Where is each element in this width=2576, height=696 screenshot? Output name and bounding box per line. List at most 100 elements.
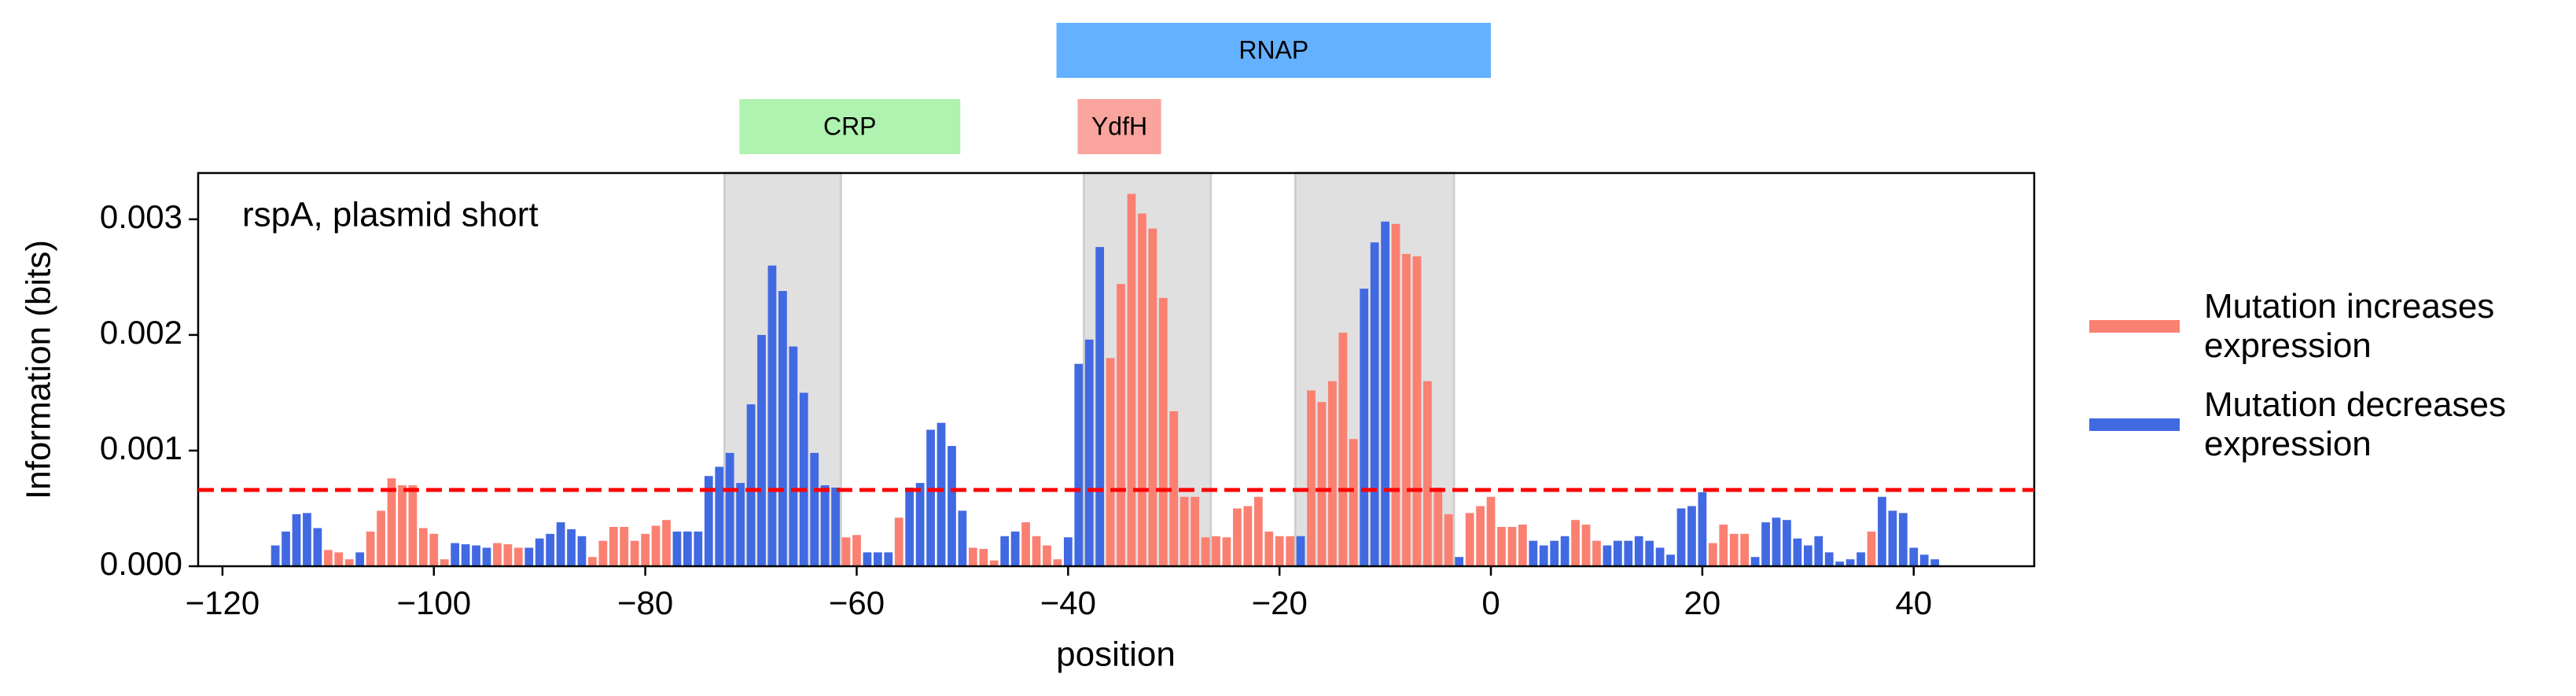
bar (905, 488, 914, 566)
bar (1613, 540, 1622, 566)
bar (1898, 513, 1908, 566)
bar (1084, 339, 1094, 566)
feature-box (1077, 99, 1161, 154)
bar (1360, 289, 1369, 566)
bar (1624, 540, 1633, 566)
bar (1761, 522, 1770, 566)
bar (1212, 536, 1220, 566)
bar (493, 543, 502, 566)
bar (1824, 552, 1834, 566)
feature-label: YdfH (1091, 112, 1147, 140)
bar (884, 552, 893, 566)
x-tick-label: −60 (829, 584, 885, 621)
bar (1919, 554, 1929, 566)
bar (1010, 531, 1020, 566)
bar (1888, 510, 1897, 566)
bar (1000, 536, 1010, 566)
feature-box (1056, 23, 1492, 78)
bar (979, 548, 988, 566)
bar (556, 522, 565, 566)
bar (948, 446, 956, 566)
x-tick-label: −40 (1040, 584, 1096, 621)
bar (1106, 358, 1115, 566)
bar (344, 559, 354, 566)
bar (1433, 488, 1443, 566)
bar (1529, 540, 1538, 566)
bar (1507, 527, 1517, 566)
bar (513, 547, 523, 566)
x-tick-label: 40 (1895, 584, 1932, 621)
bar (1560, 536, 1570, 566)
bar (1370, 242, 1379, 566)
feature-label: RNAP (1238, 35, 1308, 64)
bar (598, 540, 608, 566)
bar (408, 485, 418, 566)
y-tick-label: 0.000 (100, 545, 182, 582)
bar (461, 544, 470, 566)
bar (1138, 213, 1146, 566)
bar (451, 543, 460, 566)
bar (1486, 496, 1496, 566)
bar (1169, 411, 1179, 566)
bar (958, 510, 967, 566)
bar (852, 535, 861, 566)
bar (989, 560, 999, 566)
bar (915, 483, 925, 566)
bar (429, 533, 439, 566)
bar (1750, 557, 1760, 566)
bar (1497, 527, 1506, 566)
bar (398, 485, 407, 566)
bar (789, 346, 798, 566)
bar (1117, 284, 1125, 566)
bar (270, 545, 280, 566)
y-tick-label: 0.001 (100, 429, 182, 466)
bar (1412, 256, 1422, 566)
annotation: rspA, plasmid short (242, 196, 539, 234)
bar (1381, 221, 1389, 566)
x-tick-label: −20 (1252, 584, 1308, 621)
y-tick-label: 0.003 (100, 198, 182, 235)
bar (715, 466, 724, 566)
bar (1550, 540, 1559, 566)
bar (1264, 531, 1274, 566)
bar (1634, 536, 1643, 566)
bar (1074, 363, 1084, 566)
bar (323, 550, 333, 566)
bar (1391, 223, 1400, 566)
bar (1179, 496, 1189, 566)
bar (841, 537, 851, 566)
bar (1698, 492, 1707, 566)
bar (1190, 496, 1200, 566)
bar (546, 533, 555, 566)
x-axis-label: position (1056, 635, 1176, 674)
bar (894, 517, 903, 566)
bar (1275, 536, 1284, 566)
bar (1571, 520, 1580, 566)
bar (387, 478, 396, 566)
bar (1053, 559, 1062, 566)
bar (1148, 228, 1157, 566)
bar (1317, 402, 1327, 566)
bar (1349, 439, 1358, 566)
bar (418, 528, 428, 566)
bar (1043, 545, 1051, 566)
bar (1857, 552, 1865, 566)
y-axis-label: Information (bits) (20, 240, 58, 499)
bar (1444, 514, 1453, 566)
feature-label: CRP (823, 112, 877, 140)
bar (1655, 547, 1665, 566)
bar (1708, 543, 1717, 566)
bar (1539, 545, 1548, 566)
bar (1423, 381, 1432, 566)
bar (1846, 559, 1855, 566)
bar (1793, 538, 1802, 566)
bar (1233, 508, 1242, 566)
highlight-region (1082, 171, 1213, 568)
bar (535, 538, 544, 566)
bar (1803, 545, 1812, 566)
bar (1518, 525, 1527, 566)
bar (1032, 536, 1041, 566)
bar (1286, 536, 1295, 566)
bar (767, 265, 777, 566)
